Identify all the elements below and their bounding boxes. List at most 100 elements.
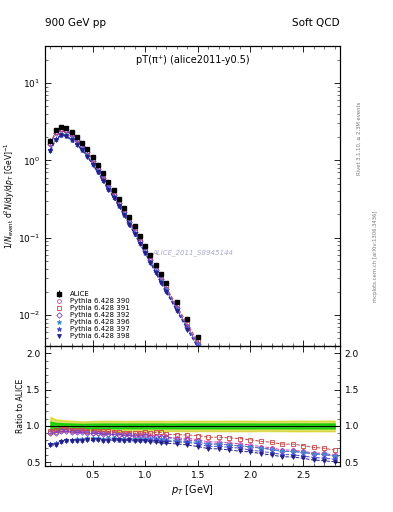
Pythia 6.428 390 bbox=[238, 412, 242, 418]
Pythia 6.428 390 bbox=[116, 200, 121, 206]
Pythia 6.428 392 bbox=[280, 481, 285, 487]
Pythia 6.428 398 bbox=[185, 327, 190, 333]
Pythia 6.428 398 bbox=[85, 154, 90, 160]
Pythia 6.428 392 bbox=[90, 158, 95, 164]
Pythia 6.428 397 bbox=[53, 136, 58, 142]
Pythia 6.428 392 bbox=[116, 200, 121, 206]
Pythia 6.428 396 bbox=[122, 211, 127, 217]
Pythia 6.428 390 bbox=[53, 130, 58, 136]
Pythia 6.428 392 bbox=[95, 166, 100, 172]
Pythia 6.428 398 bbox=[153, 270, 158, 276]
Pythia 6.428 397 bbox=[69, 137, 74, 143]
Pythia 6.428 396 bbox=[90, 160, 95, 166]
Line: Pythia 6.428 397: Pythia 6.428 397 bbox=[48, 133, 337, 512]
Pythia 6.428 390 bbox=[195, 340, 200, 347]
Pythia 6.428 396 bbox=[153, 268, 158, 274]
Pythia 6.428 392 bbox=[74, 137, 79, 143]
Pythia 6.428 392 bbox=[80, 142, 84, 148]
Pythia 6.428 391 bbox=[227, 391, 232, 397]
Pythia 6.428 397 bbox=[48, 147, 53, 154]
Pythia 6.428 396 bbox=[259, 447, 263, 453]
Pythia 6.428 390 bbox=[259, 446, 263, 452]
Pythia 6.428 390 bbox=[217, 376, 221, 382]
Pythia 6.428 392 bbox=[248, 430, 253, 436]
Pythia 6.428 392 bbox=[259, 447, 263, 453]
Pythia 6.428 398 bbox=[259, 451, 263, 457]
Pythia 6.428 396 bbox=[85, 153, 90, 159]
Pythia 6.428 392 bbox=[238, 413, 242, 419]
Pythia 6.428 392 bbox=[132, 228, 137, 234]
Pythia 6.428 392 bbox=[227, 395, 232, 401]
Pythia 6.428 391 bbox=[69, 131, 74, 137]
Pythia 6.428 398 bbox=[106, 186, 111, 193]
Pythia 6.428 396 bbox=[106, 185, 111, 191]
Pythia 6.428 397 bbox=[248, 432, 253, 438]
Pythia 6.428 397 bbox=[148, 260, 153, 266]
Pythia 6.428 391 bbox=[85, 148, 90, 155]
Pythia 6.428 391 bbox=[127, 217, 132, 223]
Pythia 6.428 396 bbox=[217, 377, 221, 383]
Pythia 6.428 398 bbox=[227, 398, 232, 404]
Pythia 6.428 392 bbox=[111, 191, 116, 198]
Pythia 6.428 398 bbox=[280, 485, 285, 492]
Pythia 6.428 391 bbox=[153, 265, 158, 271]
Pythia 6.428 391 bbox=[206, 356, 211, 362]
Pythia 6.428 390 bbox=[85, 149, 90, 155]
Pythia 6.428 391 bbox=[138, 237, 142, 243]
Line: Pythia 6.428 396: Pythia 6.428 396 bbox=[48, 132, 337, 512]
Text: Rivet 3.1.10, ≥ 2.3M events: Rivet 3.1.10, ≥ 2.3M events bbox=[357, 101, 362, 175]
Pythia 6.428 398 bbox=[159, 280, 163, 286]
Pythia 6.428 398 bbox=[74, 142, 79, 148]
Pythia 6.428 392 bbox=[195, 342, 200, 348]
Pythia 6.428 390 bbox=[206, 359, 211, 365]
Pythia 6.428 396 bbox=[164, 287, 169, 293]
Pythia 6.428 390 bbox=[185, 323, 190, 329]
Pythia 6.428 390 bbox=[59, 126, 63, 132]
Pythia 6.428 397 bbox=[138, 240, 142, 246]
Pythia 6.428 390 bbox=[148, 257, 153, 263]
Text: ALICE_2011_S8945144: ALICE_2011_S8945144 bbox=[152, 249, 233, 256]
Pythia 6.428 390 bbox=[280, 480, 285, 486]
Pythia 6.428 396 bbox=[127, 221, 132, 227]
Pythia 6.428 390 bbox=[106, 183, 111, 189]
Pythia 6.428 397 bbox=[153, 269, 158, 275]
Pythia 6.428 397 bbox=[164, 288, 169, 294]
Pythia 6.428 391 bbox=[195, 338, 200, 345]
Pythia 6.428 392 bbox=[159, 276, 163, 283]
Pythia 6.428 398 bbox=[127, 222, 132, 228]
Pythia 6.428 391 bbox=[185, 321, 190, 327]
Pythia 6.428 391 bbox=[64, 127, 69, 133]
Pythia 6.428 390 bbox=[132, 228, 137, 234]
Pythia 6.428 391 bbox=[74, 136, 79, 142]
Pythia 6.428 397 bbox=[259, 449, 263, 455]
Pythia 6.428 391 bbox=[95, 164, 100, 170]
Pythia 6.428 396 bbox=[290, 499, 295, 505]
Pythia 6.428 390 bbox=[138, 238, 142, 244]
Pythia 6.428 398 bbox=[143, 250, 147, 257]
Pythia 6.428 390 bbox=[101, 174, 105, 180]
Pythia 6.428 392 bbox=[174, 306, 179, 312]
Pythia 6.428 398 bbox=[195, 345, 200, 351]
Y-axis label: $1/N_\mathrm{event}\ \mathrm{d}^2N/\mathrm{d}y/\mathrm{d}p_T\ [\mathrm{GeV}]^{-1: $1/N_\mathrm{event}\ \mathrm{d}^2N/\math… bbox=[2, 143, 17, 249]
Pythia 6.428 391 bbox=[143, 246, 147, 252]
Pythia 6.428 396 bbox=[80, 146, 84, 152]
Legend: ALICE, Pythia 6.428 390, Pythia 6.428 391, Pythia 6.428 392, Pythia 6.428 396, P: ALICE, Pythia 6.428 390, Pythia 6.428 39… bbox=[50, 289, 132, 342]
X-axis label: $p_T\ [\mathrm{GeV}]$: $p_T\ [\mathrm{GeV}]$ bbox=[171, 482, 214, 497]
Pythia 6.428 397 bbox=[122, 211, 127, 218]
Pythia 6.428 396 bbox=[132, 230, 137, 236]
Pythia 6.428 392 bbox=[148, 258, 153, 264]
Pythia 6.428 397 bbox=[64, 133, 69, 139]
Pythia 6.428 390 bbox=[80, 142, 84, 148]
Pythia 6.428 391 bbox=[90, 156, 95, 162]
Pythia 6.428 391 bbox=[269, 460, 274, 466]
Pythia 6.428 396 bbox=[138, 240, 142, 246]
Pythia 6.428 396 bbox=[95, 168, 100, 175]
Text: Soft QCD: Soft QCD bbox=[292, 18, 340, 28]
Pythia 6.428 398 bbox=[59, 133, 63, 139]
Pythia 6.428 397 bbox=[238, 414, 242, 420]
Pythia 6.428 398 bbox=[116, 203, 121, 209]
Pythia 6.428 390 bbox=[69, 132, 74, 138]
Pythia 6.428 398 bbox=[53, 137, 58, 143]
Pythia 6.428 391 bbox=[132, 227, 137, 233]
Pythia 6.428 398 bbox=[48, 148, 53, 154]
